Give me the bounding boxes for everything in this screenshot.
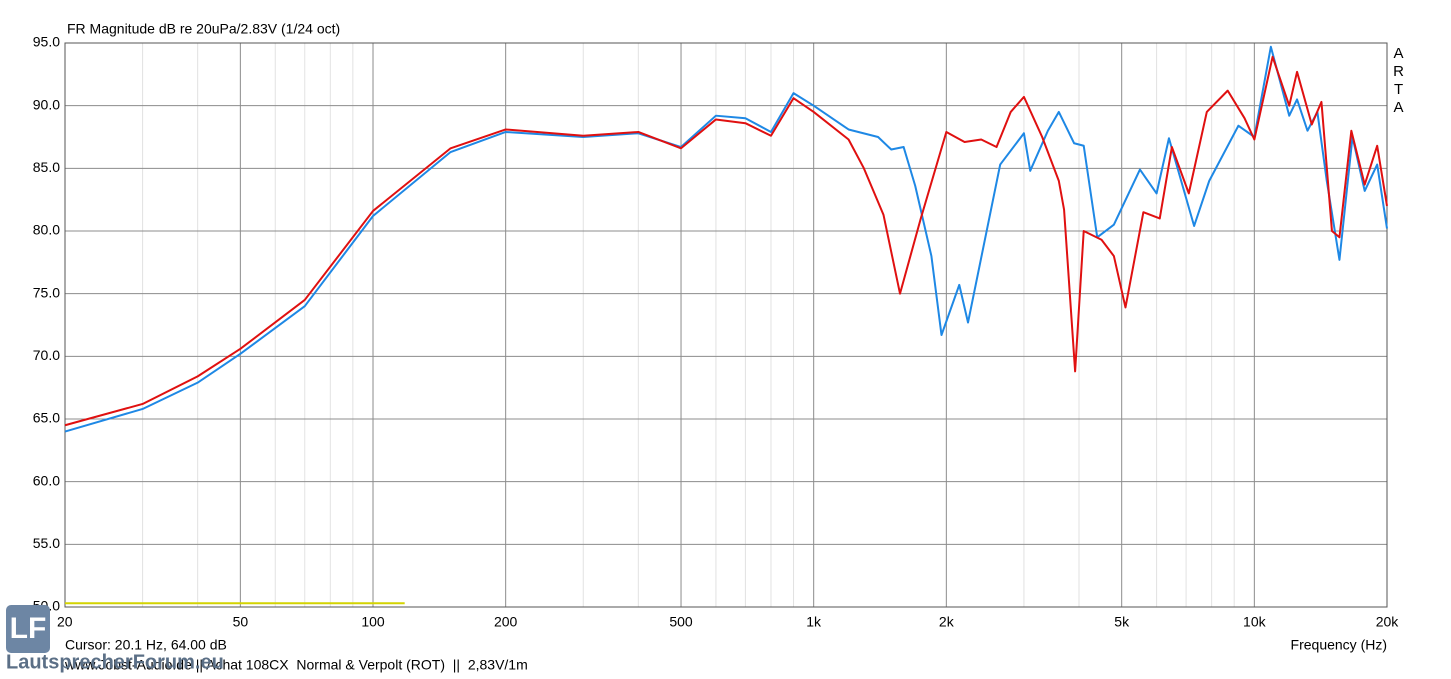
- grid: [64, 42, 1388, 608]
- x-tick-label: 50: [233, 614, 249, 630]
- x-tick-label: 10k: [1243, 614, 1267, 630]
- series-line: [64, 45, 1388, 433]
- x-axis-label: Frequency (Hz): [1291, 637, 1387, 653]
- series-line: [64, 55, 1388, 427]
- y-tick-label: 70.0: [33, 347, 60, 363]
- x-tick-label: 20: [57, 614, 73, 630]
- y-tick-label: 75.0: [33, 284, 60, 300]
- x-tick-label: 5k: [1114, 614, 1130, 630]
- footer: www.Jobst-Audio.de || Achat 108CX Normal…: [64, 657, 528, 673]
- y-tick-label: 65.0: [33, 410, 60, 426]
- watermark: LautsprecherForum.eu: [6, 651, 224, 673]
- y-tick-label: 60.0: [33, 472, 60, 488]
- logo: LF: [10, 612, 47, 645]
- x-tick-label: 500: [669, 614, 693, 630]
- x-tick-label: 100: [361, 614, 385, 630]
- x-tick-label: 2k: [939, 614, 955, 630]
- x-tick-label: 200: [494, 614, 518, 630]
- y-tick-label: 55.0: [33, 535, 60, 551]
- chart-title: FR Magnitude dB re 20uPa/2.83V (1/24 oct…: [67, 21, 340, 37]
- x-tick-label: 20k: [1376, 614, 1400, 630]
- logo-box: [6, 605, 50, 653]
- y-tick-label: 85.0: [33, 159, 60, 175]
- y-tick-label: 90.0: [33, 96, 60, 112]
- y-tick-label: 95.0: [33, 34, 60, 50]
- cursor-text: Cursor: 20.1 Hz, 64.00 dB: [65, 637, 227, 653]
- side-label: ARTA: [1390, 45, 1407, 117]
- plot-frame: [64, 42, 1388, 608]
- y-tick-label: 80.0: [33, 222, 60, 238]
- x-tick-label: 1k: [806, 614, 822, 630]
